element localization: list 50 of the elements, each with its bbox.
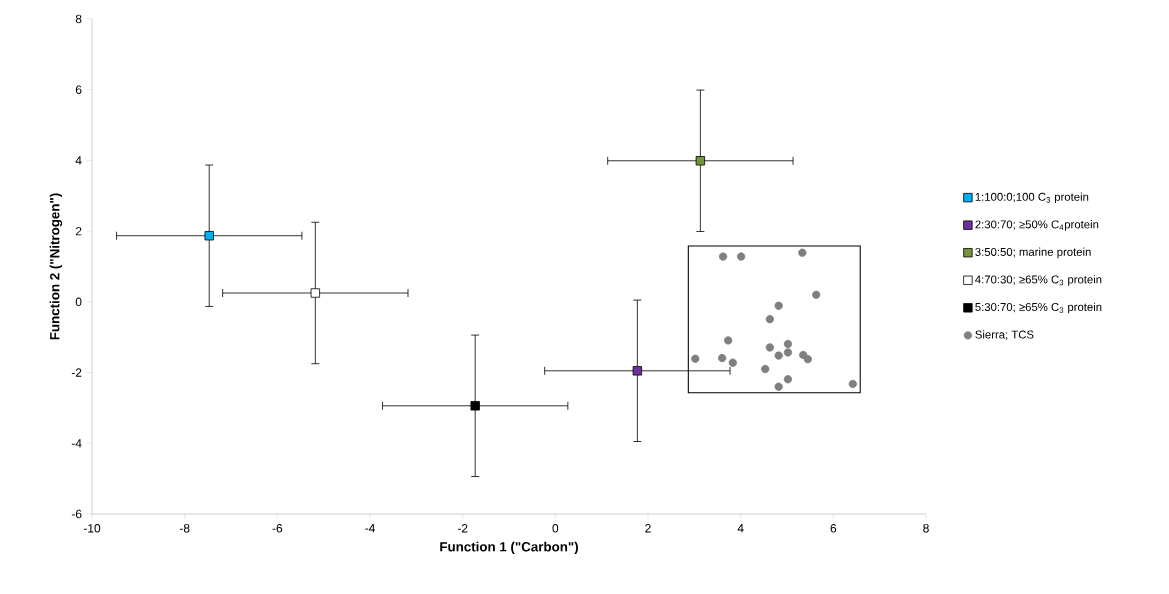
legend-label: 1:100:0;100 C$_{3}$ protein (975, 192, 1089, 204)
legend-label: 5:30:70; ≥65% C$_{3}$ protein (975, 302, 1102, 314)
point (774, 301, 783, 310)
x-tick-label: 0 (552, 524, 559, 533)
point (812, 290, 821, 299)
legend-label: 2:30:70; ≥50% C$_{4}$protein (975, 220, 1099, 231)
y-tick-label: 2 (75, 226, 82, 236)
point (761, 364, 770, 374)
x-tick-label: -2 (457, 524, 468, 533)
point (783, 375, 793, 384)
x-tick-label: -8 (179, 524, 190, 533)
x-tick-label: 6 (830, 524, 837, 533)
x-tick-label: -6 (272, 524, 283, 533)
y-tick-label: -6 (71, 509, 82, 519)
point (695, 156, 706, 166)
point (204, 231, 214, 241)
point (774, 351, 783, 360)
point (798, 248, 807, 257)
x-tick-label: -4 (365, 524, 375, 533)
point (783, 339, 793, 349)
legend-label: 3:50:50; marine protein (975, 247, 1091, 259)
y-tick-label: -4 (71, 439, 82, 448)
point (737, 252, 746, 261)
point (724, 336, 733, 345)
y-axis-title: Function 2 ("Nitrogen") (49, 193, 63, 340)
point (803, 355, 812, 364)
x-tick-label: 2 (645, 524, 651, 533)
point (691, 354, 700, 363)
point (718, 353, 727, 363)
x-axis-title: Function 1 ("Carbon") (440, 541, 578, 555)
y-tick-label: 8 (75, 14, 82, 24)
y-tick-label: 0 (75, 297, 82, 307)
x-tick-label: 4 (737, 524, 744, 533)
point (765, 343, 774, 352)
point (632, 366, 643, 376)
point (718, 252, 728, 261)
point (470, 401, 480, 411)
point (848, 379, 857, 389)
point (774, 382, 783, 391)
legend-label: Sierra; TCS (975, 330, 1034, 340)
legend-label: 4:70:30; ≥65% C$_{3}$ protein (975, 275, 1102, 286)
x-tick-label: -10 (83, 524, 101, 533)
point (310, 288, 320, 298)
y-tick-label: -2 (71, 368, 82, 377)
y-tick-label: 4 (75, 156, 82, 165)
point (783, 348, 793, 357)
x-tick-label: 8 (923, 524, 929, 533)
point (728, 358, 737, 367)
point (765, 315, 774, 324)
y-tick-label: 6 (75, 85, 82, 94)
